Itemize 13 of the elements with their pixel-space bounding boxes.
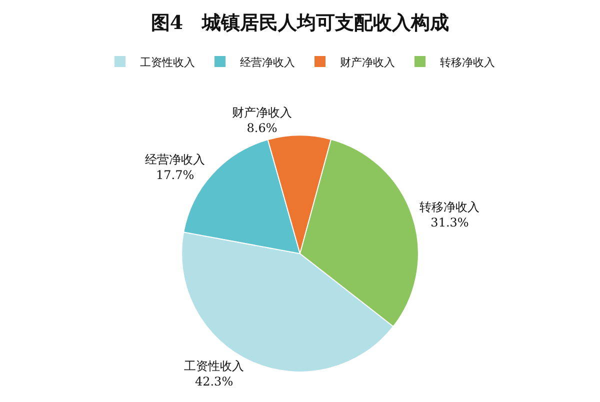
legend-label: 财产净收入 [340, 56, 395, 69]
chart-title: 图4 城镇居民人均可支配收入构成 [150, 12, 450, 34]
data-label: 17.7% [156, 168, 194, 182]
data-label: 31.3% [430, 216, 469, 230]
slice-label: 转移净收入 [420, 200, 480, 214]
legend-label: 转移净收入 [440, 56, 495, 69]
legend-label: 工资性收入 [140, 56, 195, 69]
legend-label: 经营净收入 [240, 56, 295, 69]
data-label: 42.3% [194, 374, 234, 389]
slice-label: 财产净收入 [232, 106, 292, 120]
slice-label: 工资性收入 [184, 359, 244, 374]
slice-label: 经营净收入 [145, 152, 206, 166]
data-label: 8.6% [246, 121, 278, 136]
